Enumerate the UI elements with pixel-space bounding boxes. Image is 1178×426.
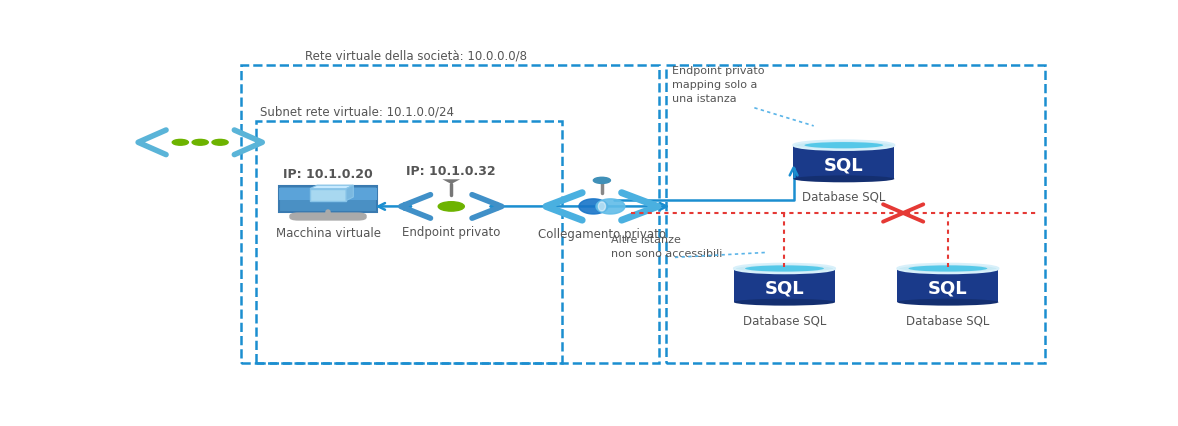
Ellipse shape (793, 141, 894, 150)
Polygon shape (578, 199, 608, 214)
Text: Altre istanze
non sono accessibili: Altre istanze non sono accessibili (611, 235, 722, 259)
FancyBboxPatch shape (734, 269, 835, 302)
Text: IP: 10.1.0.20: IP: 10.1.0.20 (283, 167, 373, 180)
Text: Database SQL: Database SQL (743, 314, 826, 326)
Ellipse shape (744, 266, 823, 272)
Polygon shape (310, 186, 353, 189)
Ellipse shape (793, 176, 894, 183)
Text: SQL: SQL (928, 279, 967, 297)
Circle shape (438, 202, 464, 212)
Ellipse shape (898, 299, 999, 306)
Ellipse shape (734, 264, 835, 273)
Circle shape (192, 140, 209, 146)
Polygon shape (596, 199, 624, 214)
Ellipse shape (734, 299, 835, 306)
Text: Rete virtuale della società: 10.0.0.0/8: Rete virtuale della società: 10.0.0.0/8 (305, 50, 528, 63)
Bar (666, 66, 1045, 363)
Text: Database SQL: Database SQL (802, 190, 886, 203)
FancyBboxPatch shape (310, 189, 346, 201)
Ellipse shape (898, 264, 999, 273)
Text: Endpoint privato
mapping solo a
una istanza: Endpoint privato mapping solo a una ista… (673, 66, 765, 104)
Ellipse shape (805, 143, 884, 149)
Text: Collegamento privato: Collegamento privato (538, 228, 666, 241)
FancyBboxPatch shape (290, 213, 366, 221)
Text: IP: 10.1.0.32: IP: 10.1.0.32 (406, 164, 496, 178)
Polygon shape (443, 180, 461, 184)
Circle shape (172, 140, 188, 146)
Bar (241, 66, 659, 363)
Text: Database SQL: Database SQL (906, 314, 990, 326)
FancyBboxPatch shape (279, 186, 377, 212)
Text: Subnet rete virtuale: 10.1.0.0/24: Subnet rete virtuale: 10.1.0.0/24 (260, 105, 455, 118)
Bar (256, 122, 562, 363)
Text: SQL: SQL (825, 156, 863, 174)
Ellipse shape (908, 266, 987, 272)
Polygon shape (346, 186, 353, 201)
Text: Endpoint privato: Endpoint privato (402, 225, 501, 238)
Text: SQL: SQL (765, 279, 805, 297)
Circle shape (594, 178, 610, 184)
FancyBboxPatch shape (793, 146, 894, 179)
FancyBboxPatch shape (898, 269, 999, 302)
Text: Macchina virtuale: Macchina virtuale (276, 227, 380, 240)
Polygon shape (598, 202, 605, 211)
Circle shape (212, 140, 229, 146)
FancyBboxPatch shape (279, 188, 377, 200)
